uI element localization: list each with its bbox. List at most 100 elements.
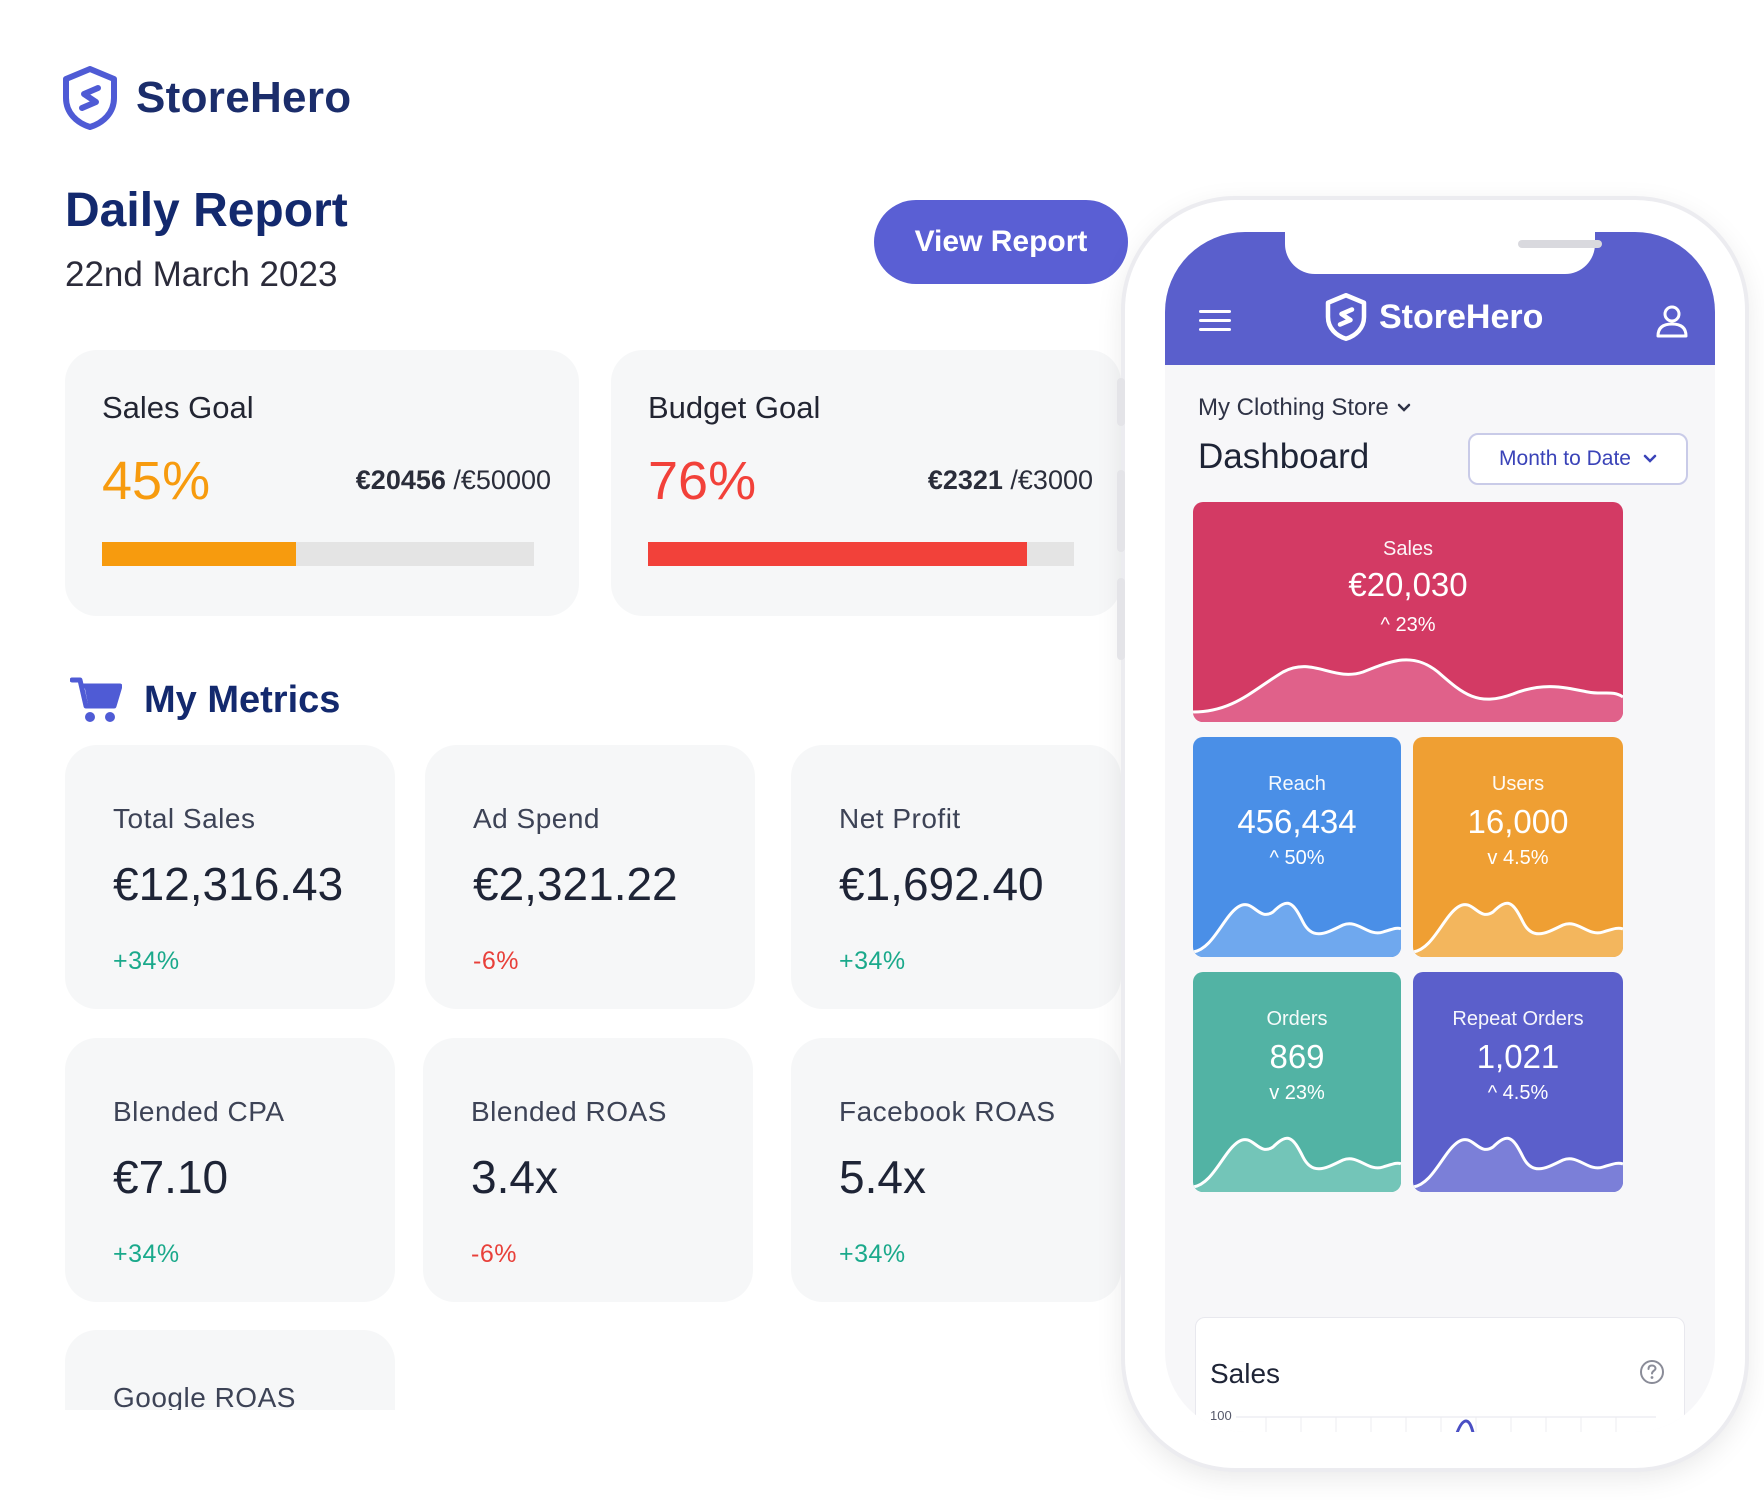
- goal-percent: 45%: [102, 451, 211, 511]
- phone-speaker: [1518, 240, 1602, 248]
- sales-tile[interactable]: Sales €20,030 ^ 23%: [1193, 502, 1623, 722]
- metric-label: Total Sales: [113, 803, 256, 834]
- tile-change: v 4.5%: [1487, 847, 1549, 869]
- metric-label: Blended CPA: [113, 1096, 285, 1127]
- shield-logo-icon: [1325, 293, 1367, 341]
- metric-change: +34%: [839, 1240, 906, 1268]
- goal-amount: €2321 /€3000: [928, 465, 1093, 496]
- metric-card-ad-spend: Ad Spend €2,321.22 -6%: [425, 745, 755, 1009]
- tile-value: 16,000: [1467, 803, 1569, 840]
- app-brand: StoreHero: [1325, 292, 1543, 342]
- goal-progress-bar: [648, 542, 1074, 566]
- repeat-orders-sparkline: [1413, 1136, 1623, 1192]
- tile-change: ^ 4.5%: [1487, 1082, 1549, 1104]
- reach-tile[interactable]: Reach 456,434 ^ 50%: [1193, 737, 1401, 957]
- tile-value: 1,021: [1476, 1038, 1560, 1075]
- metric-change: -6%: [471, 1240, 517, 1268]
- tile-label: Sales: [1382, 538, 1434, 560]
- shopping-cart-icon: [70, 677, 122, 722]
- goal-current: €20456: [355, 465, 446, 495]
- view-report-button[interactable]: View Report: [874, 200, 1128, 284]
- phone-mockup: StoreHero My Clothing Store Dashboard Mo…: [1117, 200, 1745, 1468]
- dashboard-title: Dashboard: [1198, 437, 1370, 476]
- budget-goal-card: Budget Goal 76% €2321 /€3000: [611, 350, 1121, 616]
- phone-side-button: [1117, 578, 1125, 660]
- phone-notch: [1285, 232, 1602, 274]
- metric-label: Google ROAS: [113, 1382, 296, 1410]
- brand-name: StoreHero: [136, 73, 352, 122]
- metric-value: €2,321.22: [473, 858, 678, 910]
- metric-card-net-profit: Net Profit €1,692.40 +34%: [791, 745, 1121, 1009]
- metric-card-facebook-roas: Facebook ROAS 5.4x +34%: [791, 1038, 1121, 1302]
- user-profile-icon[interactable]: [1655, 304, 1689, 338]
- users-tile[interactable]: Users 16,000 v 4.5%: [1413, 737, 1623, 957]
- metrics-title: My Metrics: [144, 678, 341, 721]
- reach-sparkline: [1193, 901, 1401, 957]
- tile-value: 869: [1269, 1038, 1325, 1075]
- metric-change: +34%: [113, 947, 180, 975]
- metric-value: 5.4x: [839, 1151, 926, 1203]
- help-icon[interactable]: [1638, 1358, 1666, 1386]
- metric-change: +34%: [113, 1240, 180, 1268]
- phone-side-button: [1117, 378, 1125, 426]
- goal-current: €2321: [927, 465, 1003, 495]
- metric-card-blended-cpa: Blended CPA €7.10 +34%: [65, 1038, 395, 1302]
- metric-value: €7.10: [113, 1151, 229, 1203]
- metric-card-blended-roas: Blended ROAS 3.4x -6%: [423, 1038, 753, 1302]
- tile-label: Orders: [1266, 1008, 1328, 1030]
- metric-label: Net Profit: [839, 803, 961, 834]
- brand-logo: StoreHero: [62, 66, 351, 130]
- period-label: Month to Date: [1499, 447, 1631, 470]
- shield-logo-icon: [63, 66, 117, 130]
- metric-change: -6%: [473, 947, 519, 975]
- tile-label: Repeat Orders: [1452, 1008, 1584, 1030]
- tile-change: ^ 50%: [1269, 847, 1325, 869]
- store-name: My Clothing Store: [1198, 394, 1389, 421]
- goal-progress-bar: [102, 542, 534, 566]
- phone-screen: StoreHero My Clothing Store Dashboard Mo…: [1165, 232, 1715, 1432]
- metric-change: +34%: [839, 947, 906, 975]
- report-date: 22nd March 2023: [65, 255, 338, 294]
- sales-chart-title: Sales: [1210, 1358, 1281, 1389]
- metric-label: Blended ROAS: [471, 1096, 667, 1127]
- hamburger-menu-icon[interactable]: [1199, 310, 1231, 332]
- metric-card-total-sales: Total Sales €12,316.43 +34%: [65, 745, 395, 1009]
- phone-side-button: [1117, 470, 1125, 552]
- orders-tile[interactable]: Orders 869 v 23%: [1193, 972, 1401, 1192]
- tile-value: 456,434: [1237, 803, 1357, 840]
- period-dropdown[interactable]: Month to Date: [1468, 433, 1688, 485]
- goal-target: /€50000: [445, 465, 551, 495]
- metric-value: €12,316.43: [113, 858, 344, 910]
- goal-label: Budget Goal: [648, 390, 821, 425]
- sales-goal-card: Sales Goal 45% €20456 /€50000: [65, 350, 579, 616]
- tile-change: v 23%: [1269, 1082, 1325, 1104]
- metric-label: Facebook ROAS: [839, 1096, 1056, 1127]
- tile-value: €20,030: [1348, 566, 1468, 603]
- goal-progress-fill: [102, 542, 297, 566]
- app-brand-name: StoreHero: [1379, 297, 1544, 336]
- sales-chart-card: Sales 100: [1195, 1317, 1685, 1432]
- chevron-down-icon: [1397, 403, 1410, 412]
- page-title: Daily Report: [65, 184, 348, 237]
- metrics-header: My Metrics: [70, 676, 340, 724]
- goal-label: Sales Goal: [102, 390, 254, 425]
- metric-value: €1,692.40: [839, 858, 1044, 910]
- app-header: StoreHero: [1165, 232, 1715, 365]
- users-sparkline: [1413, 901, 1623, 957]
- goal-progress-fill: [648, 542, 1028, 566]
- y-axis-label: 100: [1210, 1408, 1232, 1423]
- tile-label: Reach: [1268, 773, 1326, 795]
- tile-change: ^ 23%: [1380, 614, 1436, 636]
- store-selector[interactable]: My Clothing Store: [1198, 394, 1411, 422]
- metric-label: Ad Spend: [473, 803, 600, 834]
- sales-sparkline: [1193, 658, 1623, 722]
- repeat-orders-tile[interactable]: Repeat Orders 1,021 ^ 4.5%: [1413, 972, 1623, 1192]
- orders-sparkline: [1193, 1136, 1401, 1192]
- chevron-down-icon: [1643, 454, 1657, 463]
- metric-card-google-roas: Google ROAS: [65, 1330, 395, 1410]
- goal-percent: 76%: [648, 451, 757, 511]
- goal-target: /€3000: [1002, 465, 1093, 495]
- tile-label: Users: [1491, 773, 1545, 795]
- goal-amount: €20456 /€50000: [356, 465, 551, 496]
- sales-chart-grid: [1236, 1416, 1656, 1432]
